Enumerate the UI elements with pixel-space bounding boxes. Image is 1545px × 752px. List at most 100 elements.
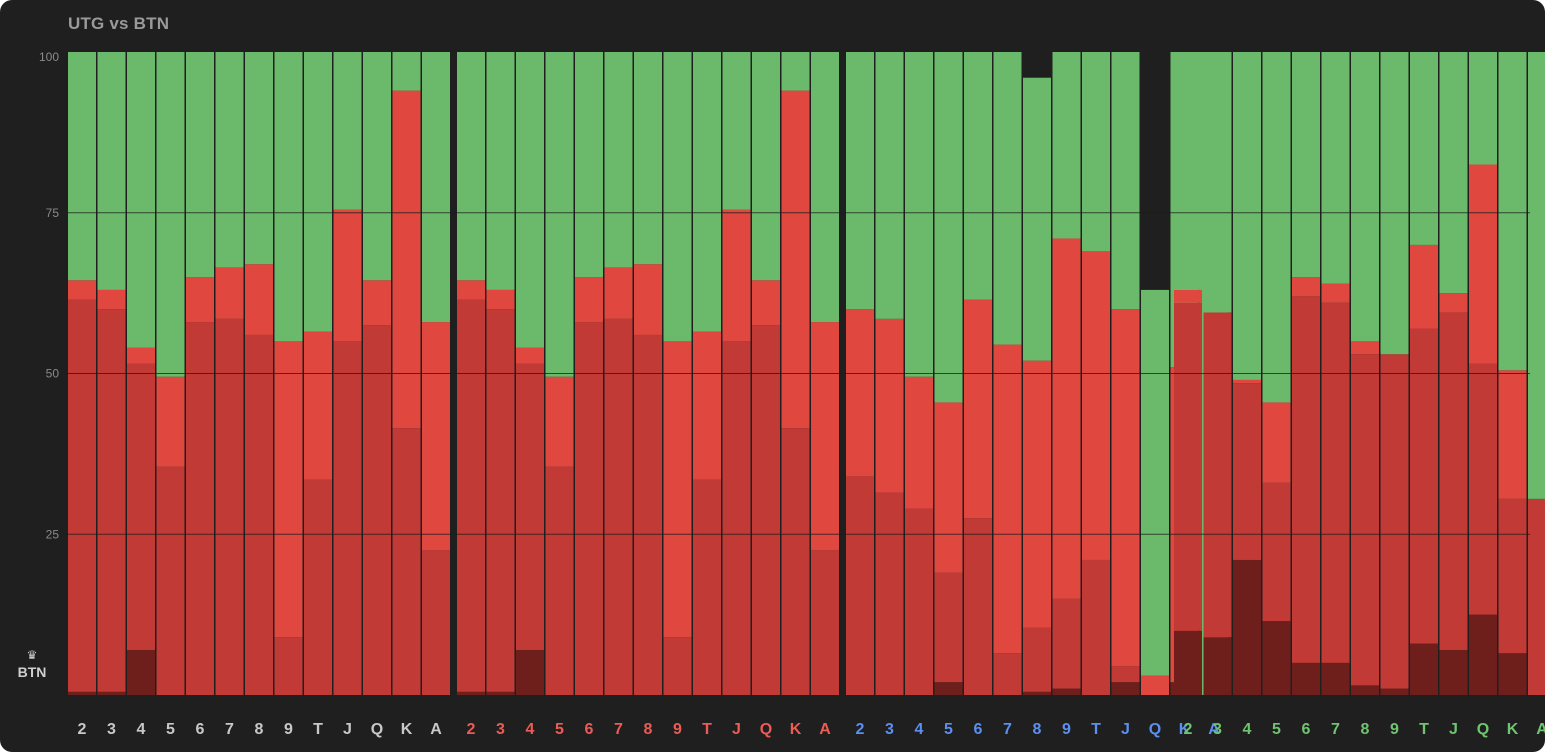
bar-segment — [934, 682, 963, 695]
x-tick-label: 2 — [856, 721, 865, 738]
bar-segment — [663, 637, 692, 695]
bar-segment — [486, 289, 515, 310]
x-tick-label: 6 — [585, 721, 594, 738]
bar-segment — [575, 52, 603, 278]
bar-segment — [486, 309, 515, 692]
bar-segment — [457, 691, 485, 695]
x-tick-label: 2 — [467, 721, 476, 738]
bar-segment — [422, 550, 450, 695]
x-tick-label: 4 — [915, 721, 924, 738]
bar-segment — [516, 52, 544, 348]
bar-segment — [1498, 653, 1527, 695]
bar-segment — [392, 52, 421, 91]
bar-segment — [781, 428, 810, 695]
bar-segment — [811, 550, 839, 695]
bar-segment — [486, 691, 515, 695]
bar-segment — [1082, 251, 1110, 560]
y-tick-label: 25 — [46, 527, 60, 541]
bar-segment — [1498, 370, 1527, 499]
x-tick-label: A — [819, 721, 831, 738]
bar-segment — [363, 325, 391, 695]
bar-segment — [752, 280, 780, 326]
bar-segment — [274, 637, 303, 695]
bar-segment — [215, 267, 244, 319]
x-tick-label: J — [1449, 721, 1458, 738]
bar-segment — [68, 691, 96, 695]
bar-segment — [1082, 559, 1110, 695]
bar-segment — [1052, 52, 1081, 239]
position-label-text: BTN — [17, 664, 47, 680]
bar-segment — [486, 52, 515, 290]
chart-title: UTG vs BTN — [68, 14, 170, 33]
bar-segment — [1174, 630, 1202, 695]
position-label: ♛ BTN — [10, 648, 54, 680]
bar-segment — [1469, 614, 1497, 695]
x-tick-label: 3 — [496, 721, 505, 738]
bar-segment — [905, 508, 933, 695]
bar-segment — [1292, 662, 1320, 695]
bar-segment — [68, 52, 96, 281]
bar-segment — [545, 376, 574, 467]
bar-segment — [722, 209, 751, 342]
bar-segment — [811, 322, 839, 551]
bar-segment — [1351, 341, 1379, 355]
y-tick-label: 50 — [46, 367, 60, 381]
bar-segment — [333, 209, 362, 342]
bar-segment — [1498, 52, 1527, 371]
x-tick-label: 9 — [1062, 721, 1071, 738]
bar-segment — [97, 309, 126, 692]
x-tick-label: K — [1507, 721, 1519, 738]
bar-segment — [1233, 379, 1261, 384]
bar-segment — [1469, 164, 1497, 364]
bar-segment — [215, 318, 244, 695]
x-tick-label: 8 — [255, 721, 264, 738]
bar-segment — [846, 309, 874, 477]
bar-segment — [457, 299, 485, 692]
bar-segment — [274, 341, 303, 638]
x-tick-label: 7 — [225, 721, 234, 738]
bar-segment — [575, 322, 603, 695]
bar-segment — [1380, 354, 1409, 689]
bar-segment — [304, 52, 332, 332]
crown-icon: ♛ — [26, 648, 38, 662]
x-tick-label: 2 — [1184, 721, 1193, 738]
bar-segment — [693, 52, 721, 332]
bar-segment — [1321, 52, 1350, 284]
bar-segment — [604, 318, 633, 695]
x-tick-label: 7 — [614, 721, 623, 738]
bar-segment — [634, 334, 662, 695]
bar-segment — [1052, 598, 1081, 689]
bar-segment — [1321, 302, 1350, 663]
x-tick-label: 6 — [1302, 721, 1311, 738]
x-tick-label: 7 — [1003, 721, 1012, 738]
bar-segment — [964, 52, 992, 300]
bar-segment — [722, 341, 751, 695]
bar-segment — [693, 331, 721, 480]
bar-segment — [1111, 666, 1140, 683]
bar-segment — [1351, 685, 1379, 695]
x-tick-label: 8 — [1033, 721, 1042, 738]
bar-segment — [1380, 52, 1409, 355]
x-tick-label: 4 — [526, 721, 535, 738]
bar-segment — [1469, 52, 1497, 165]
bar-segment — [1321, 283, 1350, 303]
bar-segment — [1439, 312, 1468, 650]
x-tick-label: K — [790, 721, 802, 738]
bar-segment — [634, 264, 662, 335]
bar-segment — [1528, 498, 1545, 695]
x-tick-label: A — [1208, 721, 1220, 738]
bar-segment — [905, 52, 933, 377]
bar-segment — [781, 90, 810, 429]
x-tick-label: 9 — [1390, 721, 1399, 738]
bar-segment — [457, 280, 485, 300]
bar-segment — [392, 90, 421, 429]
bar-segment — [1292, 52, 1320, 278]
x-tick-label: 5 — [1272, 721, 1281, 738]
bar-segment — [1111, 309, 1140, 667]
bar-segment — [1528, 52, 1545, 499]
bar-segment — [516, 363, 544, 650]
bar-segment — [905, 376, 933, 509]
bar-segment — [516, 649, 544, 695]
bar-segment — [363, 52, 391, 281]
x-tick-label: 9 — [284, 721, 293, 738]
